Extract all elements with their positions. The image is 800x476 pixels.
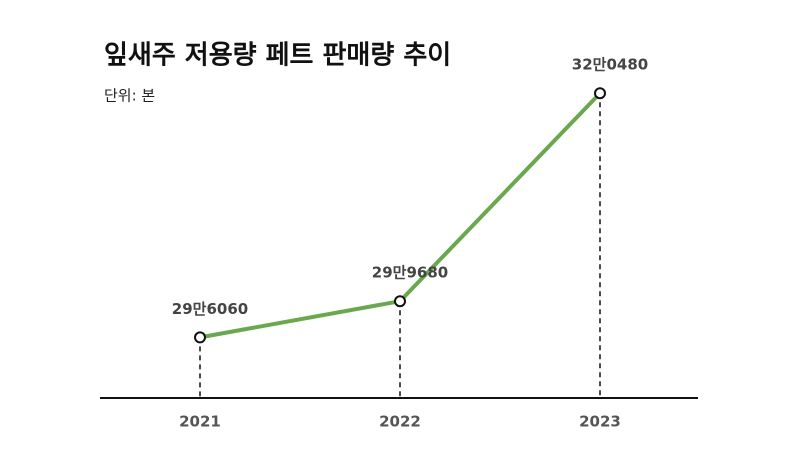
value-label: 29만9680 (372, 264, 448, 282)
x-tick-label: 2023 (579, 413, 621, 431)
chart-subtitle: 단위: 본 (104, 87, 155, 105)
point (594, 87, 606, 100)
chart-title: 잎새주 저용량 페트 판매량 추이 (104, 41, 451, 71)
point (394, 295, 406, 308)
x-tick-label: 2021 (179, 413, 221, 431)
value-label: 29만6060 (172, 300, 248, 318)
x-tick-label: 2022 (379, 413, 421, 431)
value-label: 32만0480 (572, 56, 648, 74)
point (194, 331, 206, 344)
